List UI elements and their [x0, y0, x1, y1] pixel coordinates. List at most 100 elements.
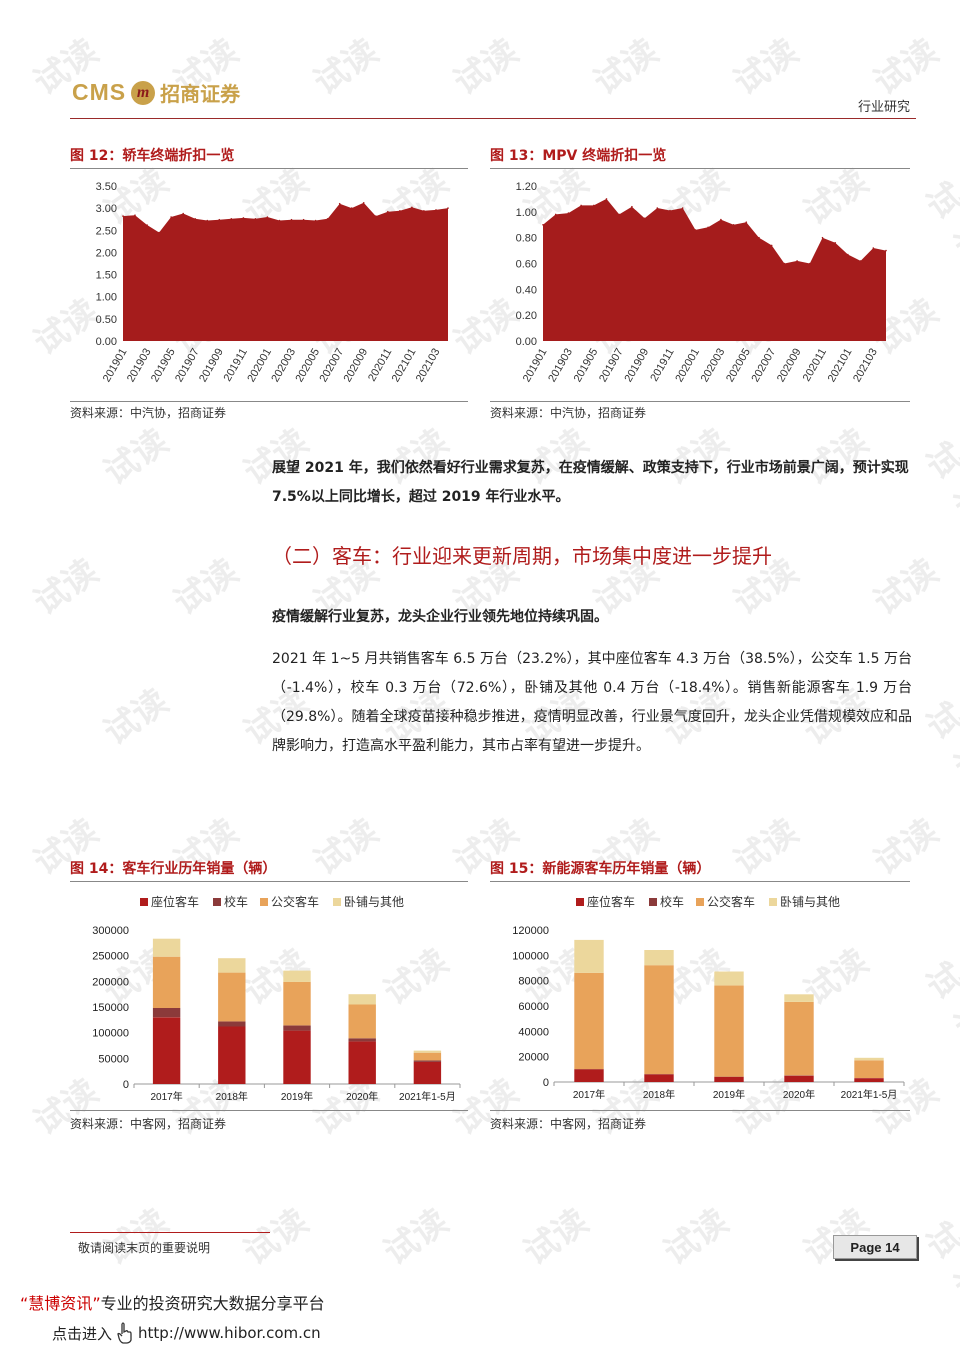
fig15-stacked-bar-chart: 座位客车 校车 公交客车 卧铺与其他 120000 100000 80000 60000 400…	[512, 894, 905, 1101]
legend-label: 公交客车	[707, 894, 755, 909]
watermark-text: 试读	[919, 955, 960, 1049]
data-point	[447, 207, 449, 209]
x-tick-label: 2019年	[713, 1088, 745, 1101]
legend-swatch	[696, 898, 704, 906]
data-point	[314, 219, 317, 222]
data-point	[290, 218, 293, 221]
legend-swatch	[769, 898, 777, 906]
bar-segment	[218, 1026, 246, 1084]
fig14-source: 资料来源：中客网，招商证券	[70, 1117, 227, 1131]
x-tick-label: 2020年	[783, 1088, 815, 1101]
data-point	[423, 210, 425, 212]
promo-brand[interactable]: 慧博资讯	[28, 1294, 93, 1313]
data-point	[375, 215, 377, 217]
data-point	[593, 204, 595, 207]
fig14-bottom-rule	[70, 1110, 468, 1111]
legend-label: 校车	[224, 894, 248, 909]
promo-quote-close: ”	[92, 1294, 101, 1313]
promo-link-row[interactable]: 点击进入 http://www.hibor.com.cn	[52, 1322, 321, 1344]
data-point	[872, 247, 875, 249]
promo-link-label[interactable]: 点击进入	[52, 1324, 113, 1343]
y-tick-label: 100000	[512, 950, 549, 962]
data-point	[302, 218, 305, 221]
company-logo: CMS m 招商证券	[72, 78, 240, 107]
bar-segment	[714, 1076, 744, 1082]
legend-swatch	[576, 898, 584, 906]
watermark-text: 试读	[166, 551, 246, 624]
data-point	[847, 253, 849, 256]
y-tick-label: 2.50	[96, 225, 117, 237]
data-point	[399, 210, 401, 212]
y-tick-label: 2.00	[96, 247, 117, 259]
promo-banner: “慧博资讯”专业的投资研究大数据分享平台	[20, 1290, 325, 1314]
logo-cms-text: CMS	[72, 79, 127, 105]
fig13-title-rule	[490, 168, 910, 169]
data-point	[859, 260, 862, 262]
watermark-text: 试读	[919, 435, 960, 529]
x-tick-label: 2018年	[216, 1090, 248, 1103]
fig13-bottom-rule	[490, 401, 910, 402]
logo-cn-text: 招商证券	[160, 82, 241, 106]
fig12-source: 资料来源：中汽协，招商证券	[70, 406, 227, 420]
bar-segment	[574, 972, 604, 1070]
bar-segment	[218, 972, 246, 1022]
bar-segment	[283, 970, 311, 982]
legend-label: 卧铺与其他	[780, 895, 840, 909]
series-area	[123, 202, 448, 341]
watermark-text: 试读	[96, 421, 176, 494]
data-point	[783, 262, 786, 265]
x-tick-label: 2019年	[281, 1090, 313, 1103]
data-point	[206, 219, 209, 222]
y-tick-label: 0.80	[516, 233, 537, 245]
bar-segment	[644, 950, 674, 966]
x-tick-label: 202103	[851, 347, 880, 385]
data-point	[580, 204, 582, 207]
watermark-text: 试读	[919, 695, 960, 789]
watermark-text: 试读	[446, 31, 526, 104]
bar-segment	[218, 958, 246, 973]
promo-tagline: 专业的投资研究大数据分享平台	[100, 1294, 325, 1313]
watermark-text: 试读	[236, 1201, 316, 1274]
bar-segment	[854, 1057, 884, 1061]
bar-segment	[152, 956, 181, 1008]
legend-label: 座位客车	[151, 894, 199, 909]
legend-swatch	[649, 898, 657, 906]
watermark-text: 试读	[516, 1201, 596, 1274]
legend-swatch	[213, 898, 221, 906]
data-point	[411, 206, 413, 209]
y-tick-label: 0.00	[96, 336, 117, 348]
data-point	[350, 207, 353, 209]
y-tick-label: 120000	[512, 925, 549, 937]
legend-label: 公交客车	[271, 894, 319, 909]
data-point	[266, 216, 269, 218]
data-point	[745, 221, 748, 223]
watermark-text: 试读	[726, 31, 806, 104]
data-point	[146, 224, 148, 226]
y-tick-label: 0.60	[516, 259, 537, 271]
data-point	[230, 218, 233, 220]
data-point	[796, 260, 798, 262]
watermark-text: 试读	[586, 31, 666, 104]
bar-segment	[283, 1025, 311, 1031]
bar-segment	[218, 1021, 246, 1027]
data-point	[707, 226, 709, 229]
outlook-paragraph: 展望 2021 年，我们依然看好行业需求复苏，在疫情缓解、政策支持下，行业市场前…	[272, 460, 909, 505]
y-tick-label: 80000	[518, 976, 549, 988]
bar-segment	[152, 1008, 181, 1018]
legend-swatch	[333, 898, 341, 906]
footer-divider	[70, 1232, 270, 1233]
data-point	[631, 205, 633, 208]
data-point	[758, 236, 760, 239]
y-tick-label: 60000	[518, 1001, 549, 1013]
watermark-text: 试读	[866, 31, 946, 104]
fig12-title: 图 12：轿车终端折扣一览	[70, 148, 235, 164]
data-point	[242, 217, 245, 219]
data-point	[182, 212, 184, 215]
bar-segment	[152, 1017, 181, 1084]
fig13-source: 资料来源：中汽协，招商证券	[490, 406, 647, 420]
watermark-text: 试读	[376, 1201, 456, 1274]
logo-mark-icon: m	[131, 80, 156, 105]
watermark-text: 试读	[919, 1215, 960, 1309]
bar-segment	[413, 1060, 442, 1062]
promo-url[interactable]: http://www.hibor.com.cn	[138, 1324, 321, 1342]
